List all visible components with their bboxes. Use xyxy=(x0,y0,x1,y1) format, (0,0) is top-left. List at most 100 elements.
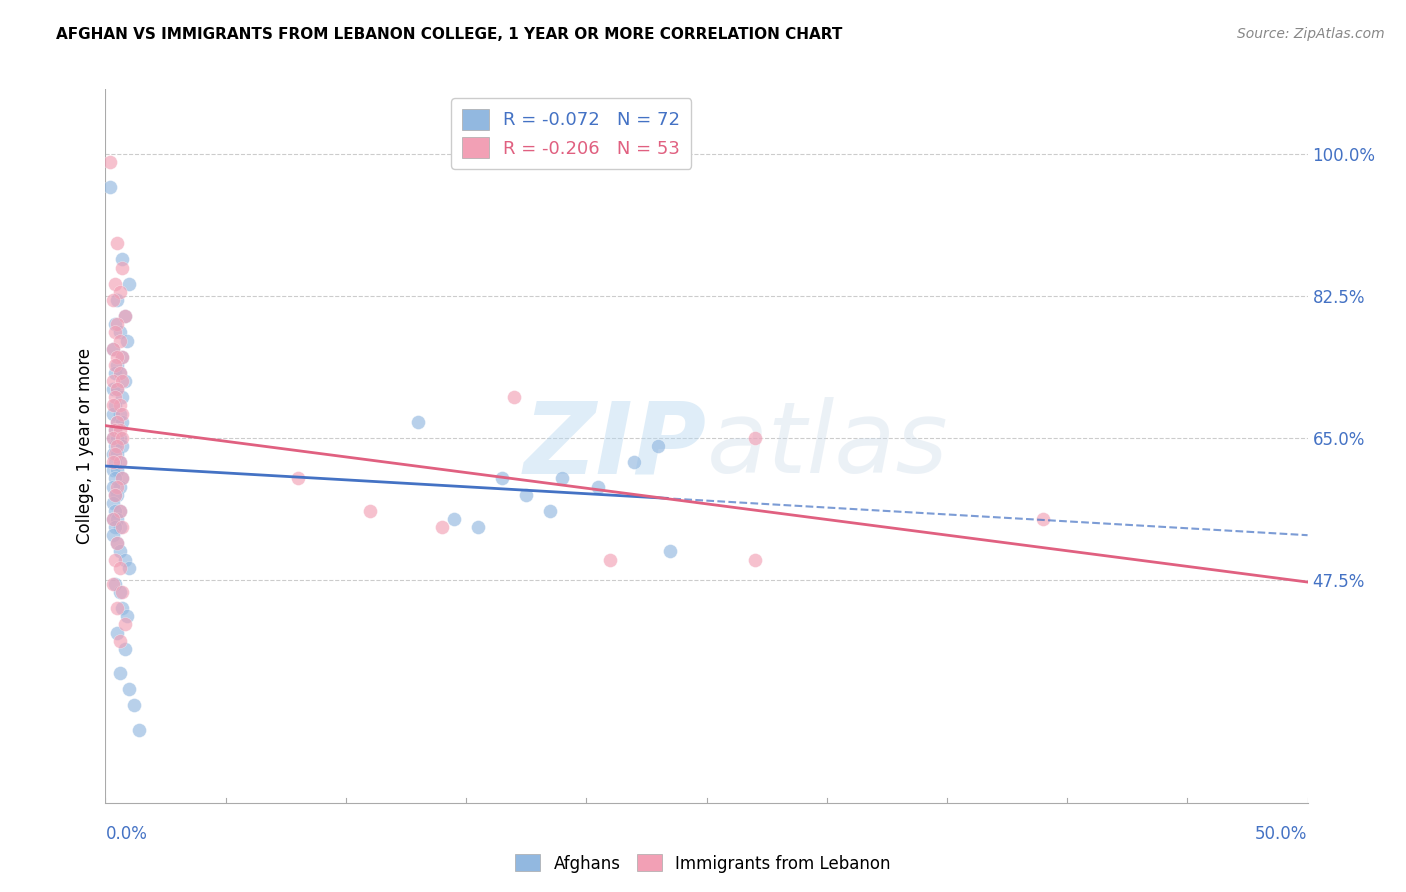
Point xyxy=(108,504,131,518)
Point xyxy=(108,544,131,558)
Point xyxy=(114,310,136,324)
Point xyxy=(107,415,129,429)
Point xyxy=(101,431,124,445)
Point xyxy=(107,536,129,550)
Point xyxy=(101,407,124,421)
Point xyxy=(107,536,129,550)
Point xyxy=(104,552,127,566)
Legend: R = -0.072   N = 72, R = -0.206   N = 53: R = -0.072 N = 72, R = -0.206 N = 53 xyxy=(451,98,692,169)
Point xyxy=(108,504,131,518)
Point xyxy=(118,682,141,697)
Point xyxy=(107,293,129,307)
Point xyxy=(101,342,124,356)
Point xyxy=(111,585,134,599)
Point xyxy=(107,447,129,461)
Point xyxy=(111,350,134,364)
Point xyxy=(108,520,131,534)
Point xyxy=(108,455,131,469)
Point xyxy=(124,698,146,713)
Point xyxy=(104,318,127,332)
Point xyxy=(114,617,136,632)
Text: ZIP: ZIP xyxy=(523,398,707,494)
Point xyxy=(104,439,127,453)
Legend: Afghans, Immigrants from Lebanon: Afghans, Immigrants from Lebanon xyxy=(509,847,897,880)
Point xyxy=(114,552,136,566)
Point xyxy=(108,423,131,437)
Point xyxy=(107,601,129,615)
Point xyxy=(101,431,124,445)
Point xyxy=(101,399,124,413)
Point xyxy=(108,366,131,380)
Point xyxy=(108,479,131,493)
Point xyxy=(98,179,121,194)
Point xyxy=(104,390,127,404)
Text: Source: ZipAtlas.com: Source: ZipAtlas.com xyxy=(1237,27,1385,41)
Point xyxy=(108,431,131,445)
Point xyxy=(107,318,129,332)
Point xyxy=(111,471,134,485)
Point xyxy=(443,512,465,526)
Point xyxy=(491,471,513,485)
Point xyxy=(108,407,131,421)
Point xyxy=(104,447,127,461)
Point xyxy=(108,334,131,348)
Point xyxy=(101,455,124,469)
Point xyxy=(114,310,136,324)
Point xyxy=(515,488,537,502)
Point xyxy=(104,277,127,291)
Point xyxy=(104,358,127,372)
Point xyxy=(108,666,131,681)
Point xyxy=(104,520,127,534)
Point xyxy=(118,277,141,291)
Point xyxy=(108,455,131,469)
Point xyxy=(104,455,127,469)
Point xyxy=(108,285,131,299)
Point xyxy=(118,560,141,574)
Point xyxy=(101,293,124,307)
Point xyxy=(107,512,129,526)
Point xyxy=(104,504,127,518)
Point xyxy=(287,471,309,485)
Point xyxy=(430,520,453,534)
Point xyxy=(108,585,131,599)
Point xyxy=(647,439,669,453)
Point xyxy=(108,399,131,413)
Point xyxy=(111,471,134,485)
Point xyxy=(101,528,124,542)
Point xyxy=(101,447,124,461)
Point xyxy=(98,155,121,169)
Point xyxy=(588,479,610,493)
Point xyxy=(538,504,561,518)
Point xyxy=(111,431,134,445)
Point xyxy=(101,479,124,493)
Point xyxy=(101,374,124,388)
Text: 50.0%: 50.0% xyxy=(1256,825,1308,843)
Point xyxy=(101,512,124,526)
Point xyxy=(107,236,129,251)
Point xyxy=(104,423,127,437)
Point xyxy=(104,577,127,591)
Point xyxy=(111,374,134,388)
Point xyxy=(111,252,134,267)
Point xyxy=(101,382,124,396)
Point xyxy=(101,512,124,526)
Point xyxy=(107,439,129,453)
Point xyxy=(111,439,134,453)
Point xyxy=(111,415,134,429)
Point xyxy=(104,488,127,502)
Point xyxy=(104,399,127,413)
Point xyxy=(107,625,129,640)
Point xyxy=(104,471,127,485)
Point xyxy=(108,560,131,574)
Point xyxy=(104,423,127,437)
Point xyxy=(108,633,131,648)
Point xyxy=(108,366,131,380)
Point xyxy=(115,609,138,624)
Point xyxy=(115,334,138,348)
Point xyxy=(104,488,127,502)
Text: AFGHAN VS IMMIGRANTS FROM LEBANON COLLEGE, 1 YEAR OR MORE CORRELATION CHART: AFGHAN VS IMMIGRANTS FROM LEBANON COLLEG… xyxy=(56,27,842,42)
Point xyxy=(111,601,134,615)
Y-axis label: College, 1 year or more: College, 1 year or more xyxy=(76,348,94,544)
Point xyxy=(659,544,682,558)
Point xyxy=(107,382,129,396)
